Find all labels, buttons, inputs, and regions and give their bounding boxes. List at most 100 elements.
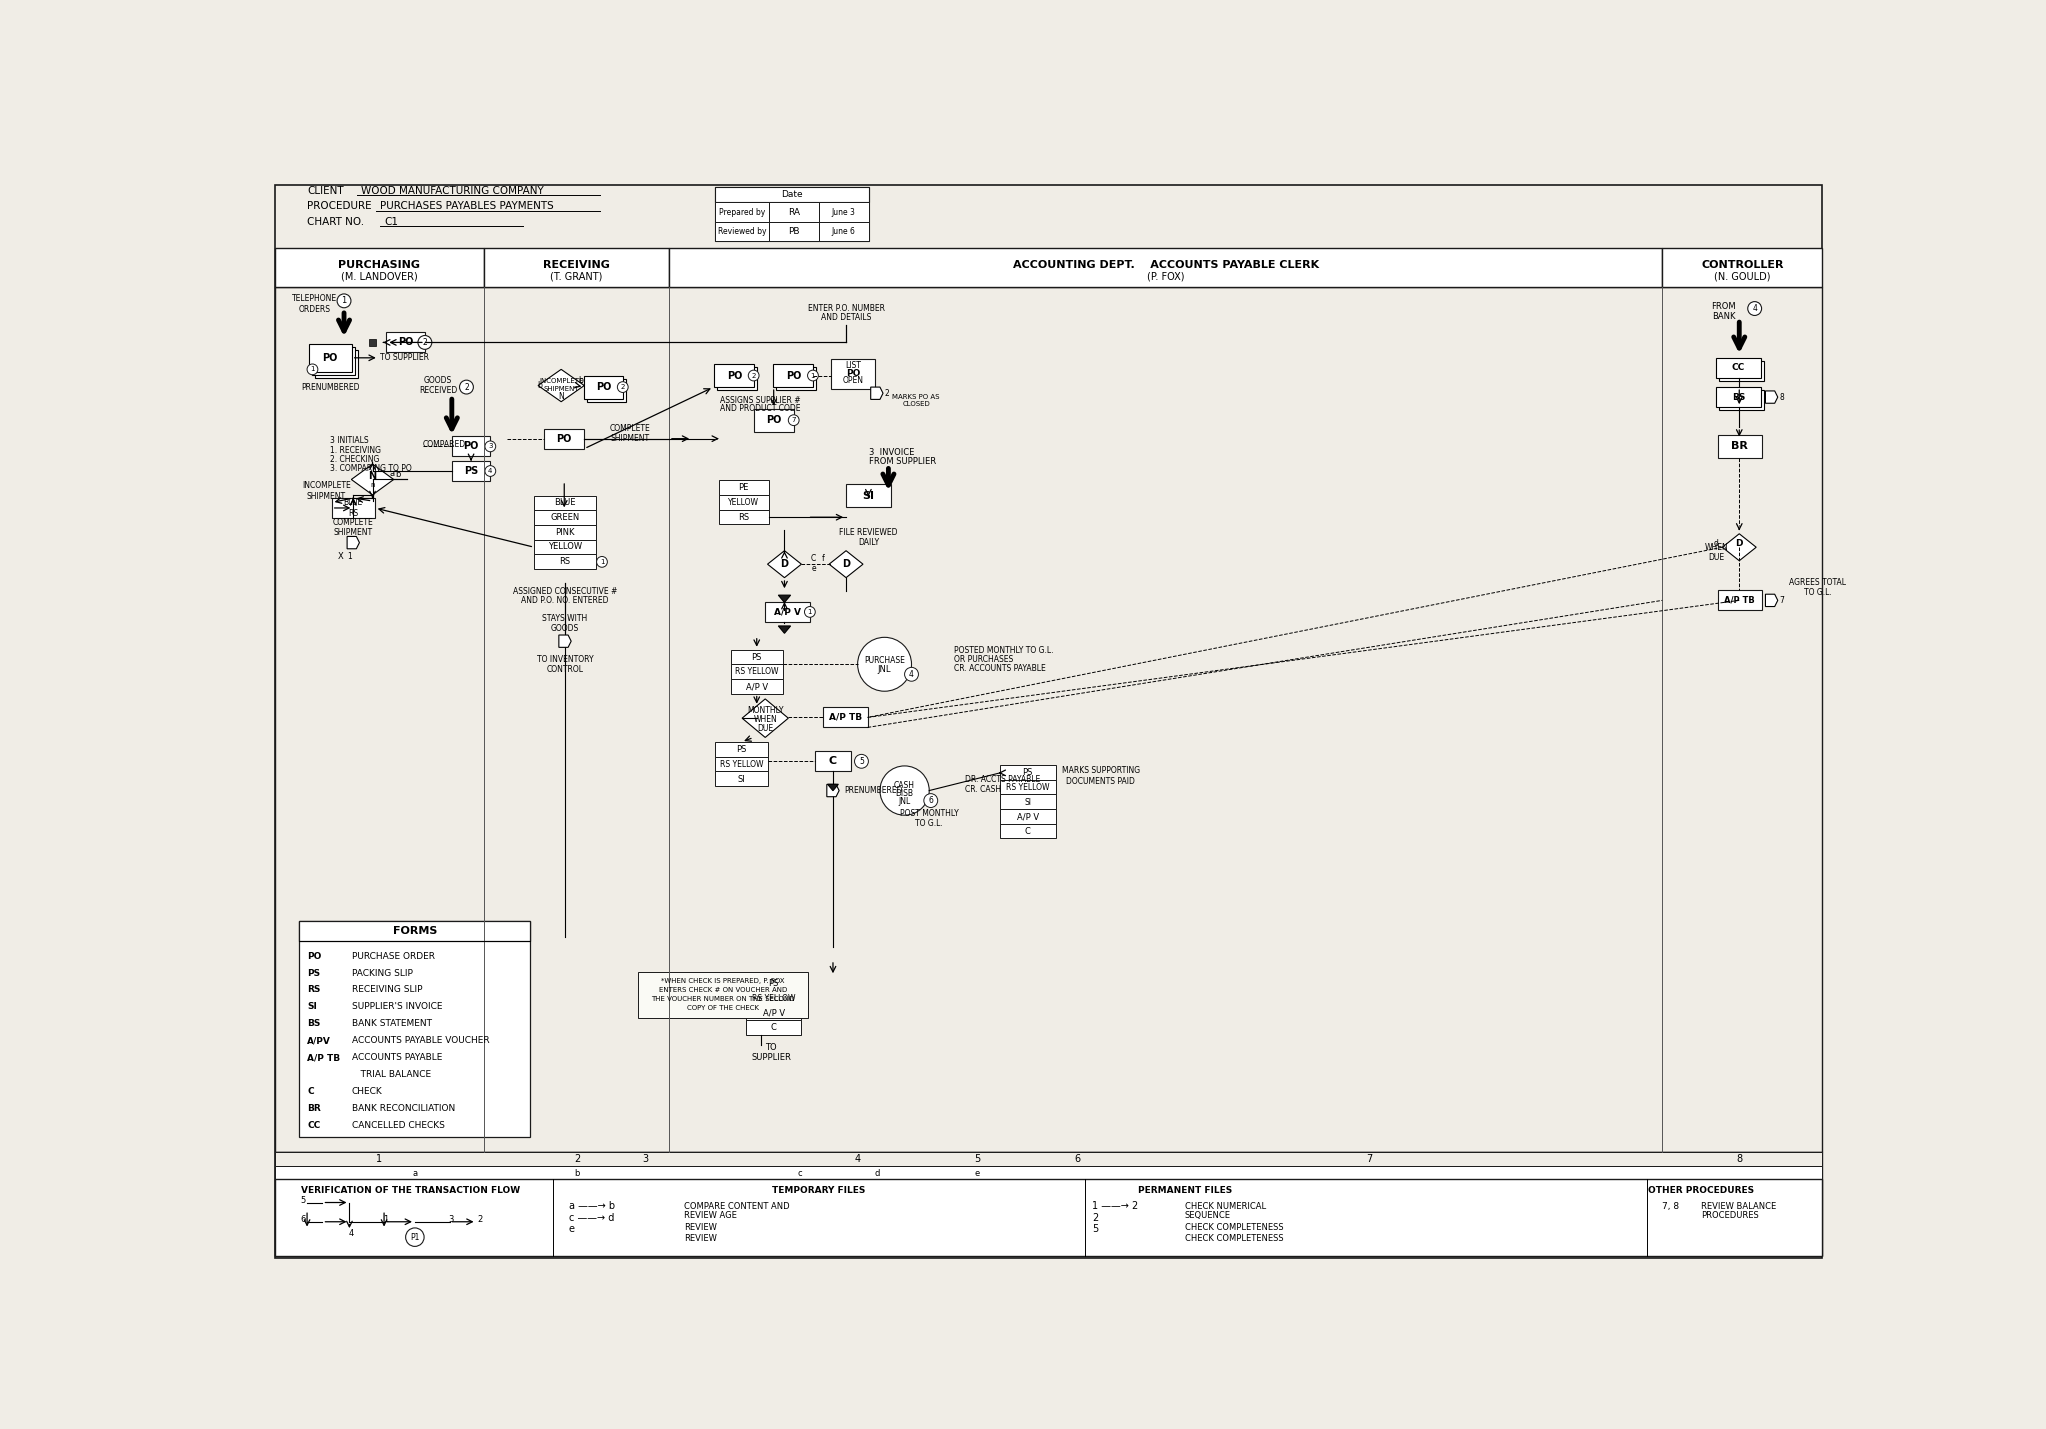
Text: TO INVENTORY
CONTROL: TO INVENTORY CONTROL bbox=[536, 654, 593, 674]
FancyBboxPatch shape bbox=[822, 707, 868, 727]
Text: 5: 5 bbox=[859, 757, 863, 766]
Text: DISB: DISB bbox=[896, 789, 915, 799]
Text: (N. GOULD): (N. GOULD) bbox=[1715, 272, 1770, 282]
FancyBboxPatch shape bbox=[1717, 387, 1762, 407]
FancyBboxPatch shape bbox=[1719, 362, 1764, 382]
Text: CHECK NUMERICAL: CHECK NUMERICAL bbox=[1185, 1202, 1266, 1210]
Text: FROM
BANK: FROM BANK bbox=[1713, 302, 1737, 322]
Text: TO SUPPLIER: TO SUPPLIER bbox=[381, 353, 430, 363]
Text: d: d bbox=[1715, 539, 1719, 547]
Text: PS: PS bbox=[307, 969, 319, 977]
Text: LIST: LIST bbox=[845, 362, 861, 370]
FancyBboxPatch shape bbox=[747, 1006, 802, 1020]
Text: 1: 1 bbox=[342, 296, 346, 306]
Text: P1: P1 bbox=[409, 1233, 419, 1242]
Text: JNL: JNL bbox=[898, 797, 910, 806]
Polygon shape bbox=[829, 550, 863, 577]
Text: SI: SI bbox=[863, 490, 874, 500]
Text: COMPLETE
SHIPMENT: COMPLETE SHIPMENT bbox=[610, 423, 651, 443]
Text: REVIEW BALANCE: REVIEW BALANCE bbox=[1700, 1202, 1776, 1210]
Text: June 3: June 3 bbox=[833, 207, 855, 217]
Text: COMPLETE
SHIPMENT: COMPLETE SHIPMENT bbox=[333, 517, 374, 537]
Polygon shape bbox=[777, 594, 790, 603]
Text: 8: 8 bbox=[1780, 393, 1784, 402]
Polygon shape bbox=[827, 785, 839, 790]
Polygon shape bbox=[827, 785, 839, 797]
Text: 4: 4 bbox=[489, 469, 493, 474]
Text: C: C bbox=[1025, 827, 1031, 836]
Circle shape bbox=[788, 414, 800, 426]
FancyBboxPatch shape bbox=[814, 752, 851, 772]
Text: 7: 7 bbox=[792, 417, 796, 423]
Text: ACCOUNTS PAYABLE VOUCHER: ACCOUNTS PAYABLE VOUCHER bbox=[352, 1036, 489, 1045]
Text: REVIEW: REVIEW bbox=[683, 1235, 718, 1243]
Text: RS YELLOW: RS YELLOW bbox=[720, 760, 763, 769]
FancyBboxPatch shape bbox=[773, 364, 812, 387]
Text: D: D bbox=[1735, 539, 1743, 547]
Text: COMPARE CONTENT AND: COMPARE CONTENT AND bbox=[683, 1202, 790, 1210]
Text: GREEN: GREEN bbox=[550, 513, 579, 522]
Text: PACKING SLIP: PACKING SLIP bbox=[352, 969, 413, 977]
Polygon shape bbox=[559, 634, 571, 647]
Circle shape bbox=[855, 755, 868, 769]
Text: FORMS: FORMS bbox=[393, 926, 438, 936]
Text: CANCELLED CHECKS: CANCELLED CHECKS bbox=[352, 1120, 444, 1130]
Circle shape bbox=[597, 556, 608, 567]
Text: BR: BR bbox=[307, 1105, 321, 1113]
FancyBboxPatch shape bbox=[747, 990, 802, 1006]
Text: WHEN
DUE: WHEN DUE bbox=[1704, 543, 1729, 563]
FancyBboxPatch shape bbox=[1719, 434, 1762, 457]
Text: PURCHASING: PURCHASING bbox=[338, 260, 419, 270]
Polygon shape bbox=[767, 550, 802, 577]
Text: C: C bbox=[829, 756, 837, 766]
Text: FILE REVIEWED
DAILY: FILE REVIEWED DAILY bbox=[839, 527, 898, 547]
Text: c ——→ d: c ——→ d bbox=[569, 1213, 614, 1223]
Text: a: a bbox=[389, 469, 395, 477]
Text: BLUE: BLUE bbox=[554, 499, 575, 507]
FancyBboxPatch shape bbox=[585, 376, 622, 399]
Text: DR. ACCTS PAYABLE: DR. ACCTS PAYABLE bbox=[966, 776, 1041, 785]
Text: 2: 2 bbox=[620, 384, 624, 390]
FancyBboxPatch shape bbox=[718, 510, 769, 524]
FancyBboxPatch shape bbox=[716, 757, 767, 772]
Text: PO: PO bbox=[462, 442, 479, 452]
Text: COPY OF THE CHECK: COPY OF THE CHECK bbox=[687, 1006, 759, 1012]
Text: 2: 2 bbox=[464, 383, 469, 392]
Text: RS YELLOW: RS YELLOW bbox=[735, 667, 777, 676]
Text: CHECK: CHECK bbox=[352, 1087, 383, 1096]
FancyBboxPatch shape bbox=[847, 484, 890, 507]
Circle shape bbox=[338, 294, 352, 307]
Text: 7, 8: 7, 8 bbox=[1661, 1202, 1680, 1210]
Text: 1. RECEIVING: 1. RECEIVING bbox=[329, 446, 381, 454]
Text: f: f bbox=[822, 554, 825, 563]
FancyBboxPatch shape bbox=[387, 333, 426, 353]
Text: 5: 5 bbox=[1093, 1225, 1099, 1235]
Text: 3. COMPARING TO PO: 3. COMPARING TO PO bbox=[329, 464, 411, 473]
Text: 4: 4 bbox=[855, 1155, 861, 1165]
Text: 3 INITIALS: 3 INITIALS bbox=[329, 436, 368, 446]
Circle shape bbox=[1747, 302, 1762, 316]
Text: RS: RS bbox=[307, 986, 321, 995]
FancyBboxPatch shape bbox=[311, 347, 354, 374]
Text: 2: 2 bbox=[424, 337, 428, 347]
Text: MARKS SUPPORTING
DOCUMENTS PAID: MARKS SUPPORTING DOCUMENTS PAID bbox=[1062, 766, 1140, 786]
FancyBboxPatch shape bbox=[1000, 765, 1056, 780]
Text: SUPPLIER'S INVOICE: SUPPLIER'S INVOICE bbox=[352, 1002, 442, 1012]
Text: YELLOW: YELLOW bbox=[728, 499, 759, 507]
Circle shape bbox=[485, 466, 495, 476]
Polygon shape bbox=[1723, 534, 1755, 560]
FancyBboxPatch shape bbox=[534, 510, 595, 524]
Text: STAYS WITH
GOODS: STAYS WITH GOODS bbox=[542, 614, 587, 633]
Text: 3: 3 bbox=[448, 1215, 454, 1225]
Text: Date: Date bbox=[782, 190, 802, 199]
Text: PO: PO bbox=[845, 369, 859, 377]
Text: e: e bbox=[974, 1169, 980, 1177]
Text: X: X bbox=[338, 552, 344, 562]
Text: AND P.O. NO. ENTERED: AND P.O. NO. ENTERED bbox=[522, 596, 610, 604]
Text: POST MONTHLY
TO G.L.: POST MONTHLY TO G.L. bbox=[900, 809, 960, 827]
Circle shape bbox=[417, 336, 432, 349]
Text: PROCEDURES: PROCEDURES bbox=[1700, 1212, 1758, 1220]
Text: RS: RS bbox=[739, 513, 749, 522]
Text: PS: PS bbox=[751, 653, 761, 662]
FancyBboxPatch shape bbox=[716, 187, 870, 203]
